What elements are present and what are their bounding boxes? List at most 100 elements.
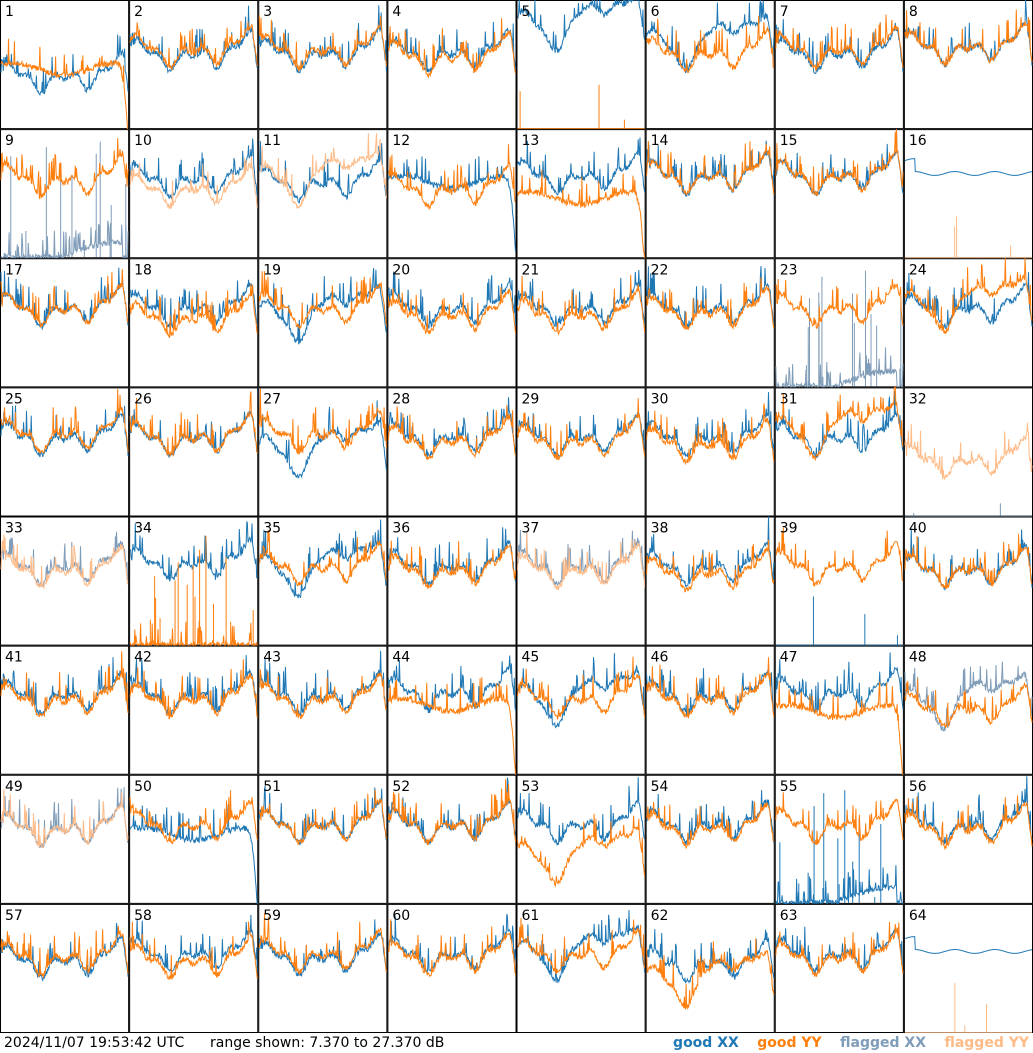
panel-frame <box>645 0 775 130</box>
series-xx <box>387 156 516 252</box>
series-yy <box>775 129 904 196</box>
panel-frame <box>129 0 259 130</box>
series-xx <box>0 220 129 261</box>
panel-frame <box>645 516 775 646</box>
panel-6: 6 <box>645 0 775 130</box>
series-xx <box>387 655 516 714</box>
series-yy <box>646 15 774 74</box>
panel-12: 12 <box>387 129 517 259</box>
series-yy <box>646 801 775 850</box>
panel-label: 30 <box>651 391 669 407</box>
panel-frame <box>129 387 259 517</box>
panel-label: 5 <box>522 4 531 20</box>
series-yy <box>904 678 1033 730</box>
panel-frame <box>774 645 904 775</box>
panel-label: 57 <box>5 908 23 924</box>
panel-51: 51 <box>258 774 388 904</box>
series-yy <box>904 795 1033 851</box>
series-yy <box>517 813 646 888</box>
panel-label: 25 <box>5 391 23 407</box>
panel-38: 38 <box>645 516 775 646</box>
series-yy <box>258 388 387 455</box>
legend-flagged-xx: flagged XX <box>840 1035 926 1051</box>
series-yy <box>517 532 646 591</box>
series-xx <box>129 521 258 582</box>
series-xx <box>904 272 1033 330</box>
series-yy <box>129 659 258 720</box>
series-yy <box>258 133 387 210</box>
series-yy <box>387 17 516 79</box>
series-xx <box>904 661 1033 732</box>
panel-54: 54 <box>645 774 775 904</box>
panel-41: 41 <box>0 645 130 775</box>
series-yy <box>258 271 387 330</box>
series-yy <box>904 9 1033 68</box>
panel-frame <box>129 774 259 904</box>
panel-16: 16 <box>903 129 1033 259</box>
panel-frame <box>516 387 646 517</box>
panel-label: 16 <box>909 133 927 149</box>
panel-4: 4 <box>387 0 517 130</box>
panel-frame <box>129 129 259 259</box>
panel-frame <box>387 0 517 130</box>
series-xx <box>517 269 646 330</box>
panel-48: 48 <box>903 645 1033 775</box>
panel-label: 1 <box>5 4 14 20</box>
panel-label: 53 <box>522 779 540 795</box>
series-yy <box>775 527 904 587</box>
panel-label: 28 <box>392 391 410 407</box>
series-yy <box>258 529 387 587</box>
series-yy <box>775 278 904 329</box>
panel-label: 51 <box>263 779 281 795</box>
panel-frame <box>774 0 904 130</box>
panel-40: 40 <box>903 516 1033 646</box>
series-yy <box>517 917 646 974</box>
series-xx <box>0 405 129 458</box>
series-xx <box>387 271 516 329</box>
panel-2: 2 <box>129 0 259 130</box>
series-yy <box>517 169 646 259</box>
panel-label: 41 <box>5 650 23 666</box>
panel-frame <box>645 387 775 517</box>
panel-label: 26 <box>134 391 152 407</box>
series-xx <box>258 919 387 978</box>
panel-frame <box>903 0 1033 130</box>
panel-33: 33 <box>0 516 130 646</box>
panel-29: 29 <box>516 387 646 517</box>
panel-frame <box>258 258 388 388</box>
panel-frame <box>258 903 388 1033</box>
panel-label: 17 <box>5 262 23 278</box>
panel-frame <box>129 516 259 646</box>
panel-label: 13 <box>522 133 540 149</box>
panel-frame <box>516 645 646 775</box>
panel-frame <box>129 258 259 388</box>
panel-10: 10 <box>129 129 259 259</box>
series-yy <box>387 287 516 335</box>
panel-50: 50 <box>129 774 259 904</box>
panel-frame <box>774 516 904 646</box>
series-yy <box>0 389 129 454</box>
series-yy <box>517 656 646 720</box>
panel-frame <box>387 387 517 517</box>
series-yy <box>0 651 129 718</box>
series-xx <box>0 923 129 982</box>
panel-39: 39 <box>774 516 904 646</box>
series-yy <box>646 938 775 1010</box>
series-yy <box>775 792 904 846</box>
series-yy <box>258 15 387 73</box>
panel-frame <box>645 129 775 259</box>
panel-label: 42 <box>134 650 152 666</box>
panel-label: 52 <box>392 779 410 795</box>
panel-label: 47 <box>780 650 798 666</box>
panel-25: 25 <box>0 387 130 517</box>
series-xx <box>646 790 775 846</box>
series-xx <box>904 158 1033 176</box>
panel-9: 9 <box>0 129 130 261</box>
panel-35: 35 <box>258 516 388 646</box>
panel-label: 56 <box>909 779 927 795</box>
panel-23: 23 <box>774 258 904 389</box>
series-yy <box>0 534 129 590</box>
panel-17: 17 <box>0 258 130 388</box>
panel-label: 60 <box>392 908 410 924</box>
series-yy <box>646 277 775 331</box>
